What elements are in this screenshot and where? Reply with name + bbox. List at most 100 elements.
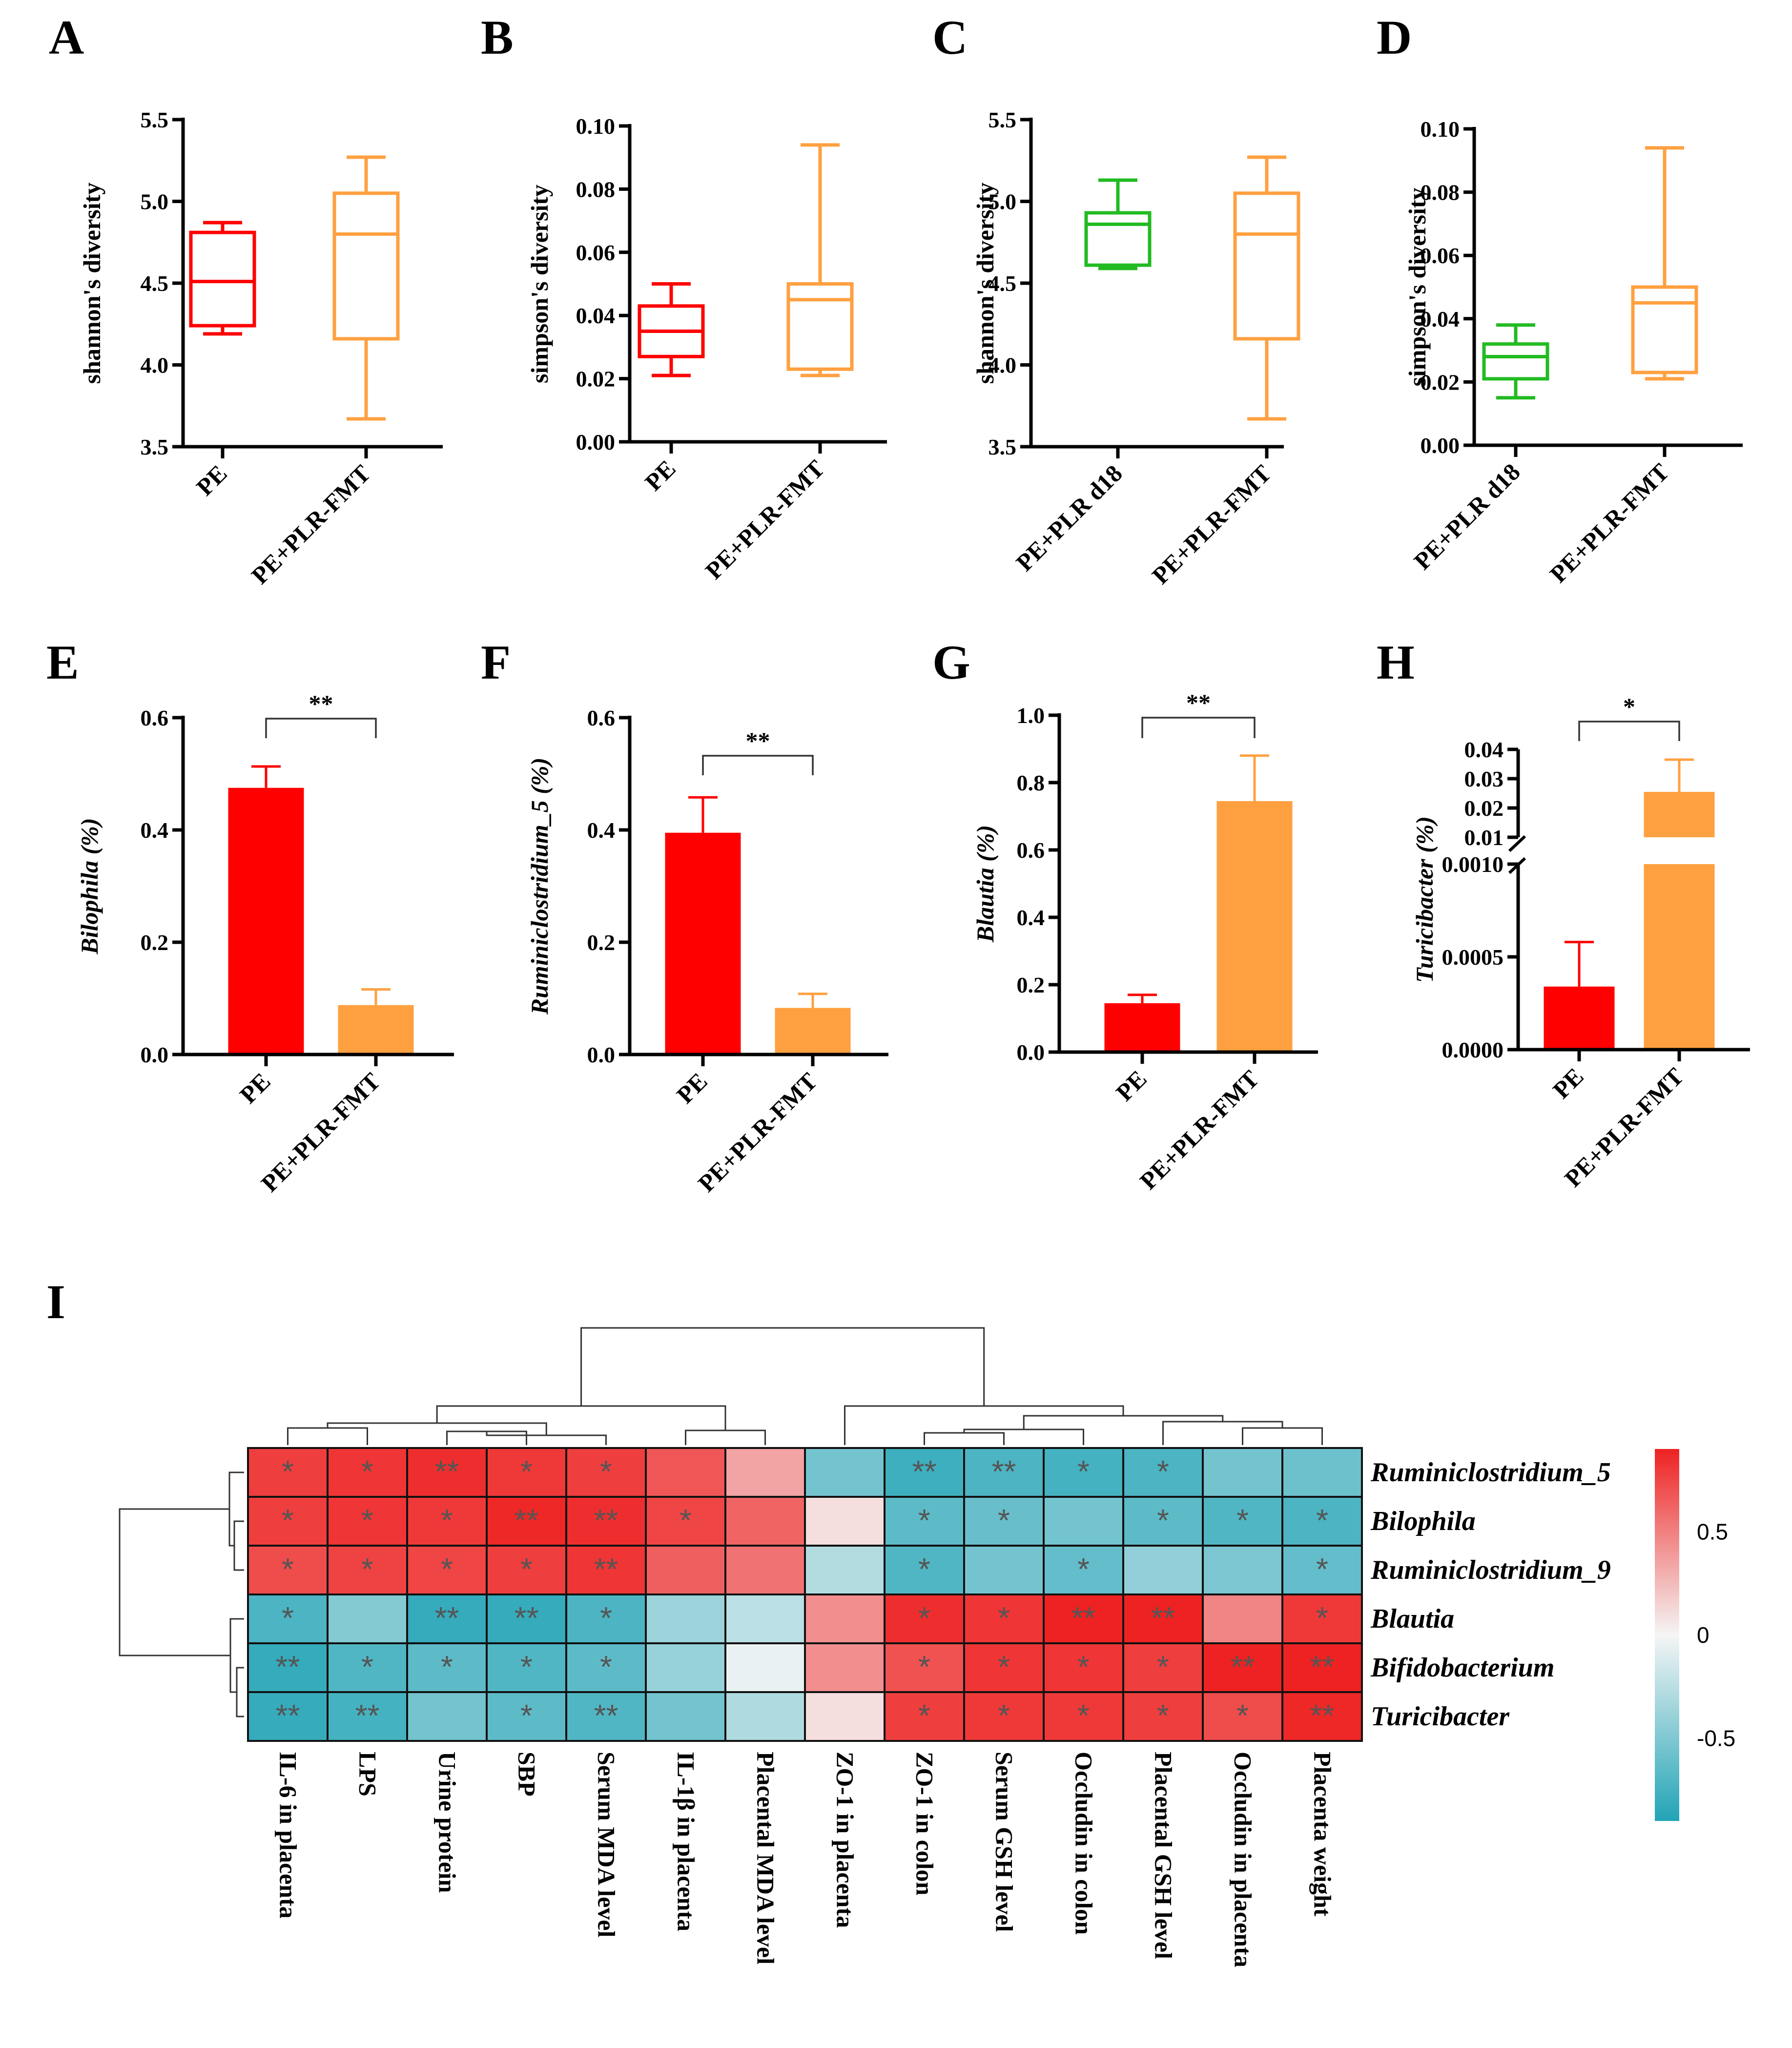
heatmap-cell-blautia-placental-mda-level bbox=[724, 1593, 806, 1644]
heatmap-cell-ruminiclostridium-9-zo-1-in-placenta bbox=[804, 1545, 886, 1595]
column-label-placental-mda-level: Placental MDA level bbox=[752, 1752, 780, 1965]
heatmap-cell-turicibacter-urine-protein bbox=[406, 1691, 488, 1742]
box-pe-plr-d18 bbox=[1084, 178, 1152, 270]
y-tick-label: 5.0 bbox=[141, 189, 169, 214]
panel-label-g: G bbox=[932, 635, 970, 689]
bar-pe-plr-fmt bbox=[775, 1008, 851, 1055]
bar-pe-plr-fmt bbox=[1216, 801, 1293, 1052]
heatmap-cell-ruminiclostridium-9-il-1-in-placenta bbox=[645, 1545, 726, 1595]
heatmap-cell-bifidobacterium-zo-1-in-colon bbox=[884, 1642, 965, 1693]
heatmap-cell-ruminiclostridium-5-placental-mda-level bbox=[724, 1447, 806, 1498]
box-iqr bbox=[1084, 211, 1152, 267]
heatmap-cell-ruminiclostridium-5-zo-1-in-placenta bbox=[804, 1447, 886, 1498]
significance-label: ** bbox=[746, 727, 770, 754]
row-label-bifidobacterium: Bifidobacterium bbox=[1370, 1653, 1554, 1683]
dendrogram-link bbox=[1023, 1415, 1224, 1429]
category-label-pe-plr-fmt: PE+PLR-FMT bbox=[1134, 1065, 1264, 1195]
heatmap-cell-bilophila-zo-1-in-colon bbox=[884, 1496, 965, 1547]
significance-star: * bbox=[1316, 1600, 1328, 1635]
y-tick-label: 0.8 bbox=[1017, 770, 1045, 795]
significance-star: * bbox=[918, 1552, 930, 1587]
y-tick-label: 0.03 bbox=[1464, 766, 1504, 791]
significance-star: * bbox=[441, 1552, 453, 1587]
row-label-turicibacter: Turicibacter bbox=[1371, 1701, 1510, 1732]
y-axis-title: Ruminiclostridium_5 (%) bbox=[526, 758, 553, 1015]
category-label-pe: PE bbox=[1111, 1065, 1152, 1106]
significance-star: * bbox=[441, 1503, 453, 1538]
significance-star: * bbox=[600, 1600, 612, 1635]
heatmap-cell-ruminiclostridium-5-placenta-weight bbox=[1281, 1447, 1363, 1498]
significance-star: * bbox=[520, 1454, 533, 1489]
panel-label-h: H bbox=[1377, 635, 1415, 689]
y-tick-label: 0.06 bbox=[1421, 243, 1460, 268]
heatmap-cell-bilophila-urine-protein bbox=[406, 1496, 488, 1547]
panel-label-a: A bbox=[49, 10, 84, 64]
significance-star: ** bbox=[594, 1503, 618, 1538]
y-axis-title: simpson's diversity bbox=[526, 185, 553, 383]
significance-star: * bbox=[600, 1454, 612, 1489]
y-tick-label: 0.0 bbox=[1017, 1040, 1045, 1065]
y-tick-label: 4.5 bbox=[989, 271, 1017, 296]
box-iqr bbox=[189, 230, 256, 328]
heatmap-cell-ruminiclostridium-9-occludin-in-placenta bbox=[1202, 1545, 1283, 1595]
significance-star: * bbox=[282, 1600, 294, 1635]
y-tick-label: 0.2 bbox=[141, 930, 169, 955]
significance-star: ** bbox=[594, 1698, 618, 1733]
significance-star: * bbox=[361, 1552, 373, 1587]
dendrogram-link bbox=[1162, 1421, 1283, 1445]
y-tick-label: 0.02 bbox=[576, 367, 616, 392]
category-label-pe-plr-fmt: PE+PLR-FMT bbox=[246, 459, 376, 589]
significance-star: * bbox=[282, 1552, 294, 1587]
heatmap-cell-turicibacter-serum-mda-level bbox=[565, 1691, 647, 1742]
y-tick-label: 0.6 bbox=[587, 705, 616, 730]
heatmap-cell-bilophila-sbp bbox=[486, 1496, 567, 1547]
heatmap-cell-ruminiclostridium-9-il-6-in-placenta bbox=[247, 1545, 329, 1595]
significance-star: * bbox=[600, 1649, 612, 1684]
y-tick-label: 0.4 bbox=[141, 818, 169, 843]
y-tick-label: 0.04 bbox=[576, 303, 616, 328]
heatmap-cell-ruminiclostridium-9-occludin-in-colon bbox=[1043, 1545, 1124, 1595]
y-tick-label: 0.2 bbox=[1017, 972, 1045, 997]
significance-star: ** bbox=[435, 1600, 459, 1635]
column-label-placenta-weight: Placenta weight bbox=[1309, 1752, 1337, 1917]
heatmap-cell-turicibacter-serum-gsh-level bbox=[963, 1691, 1045, 1742]
y-tick-label: 4.0 bbox=[141, 353, 169, 378]
y-tick-label: 0.4 bbox=[1017, 905, 1045, 930]
heatmap-cell-blautia-serum-gsh-level bbox=[963, 1593, 1045, 1644]
panel-label-f: F bbox=[481, 635, 511, 689]
y-tick-label: 0.08 bbox=[1421, 180, 1460, 205]
significance-star: * bbox=[1077, 1649, 1090, 1684]
heatmap-cell-blautia-zo-1-in-placenta bbox=[804, 1593, 886, 1644]
heatmap-cell-ruminiclostridium-5-urine-protein bbox=[406, 1447, 488, 1498]
panel-label-e: E bbox=[46, 635, 79, 689]
significance-star: ** bbox=[1310, 1698, 1335, 1733]
heatmap-cell-blautia-occludin-in-placenta bbox=[1202, 1593, 1283, 1644]
y-tick-label: 5.5 bbox=[141, 107, 169, 132]
y-tick-label: 0.4 bbox=[587, 818, 616, 843]
significance-star: ** bbox=[1071, 1600, 1096, 1635]
significance-star: * bbox=[361, 1649, 373, 1684]
y-axis-title: Bilophila (%) bbox=[76, 818, 103, 954]
legend-tick-label: -0.5 bbox=[1697, 1726, 1735, 1751]
y-tick-label: 0.0010 bbox=[1442, 852, 1504, 877]
box-iqr bbox=[1482, 342, 1549, 381]
y-tick-label: 1.0 bbox=[1017, 703, 1045, 728]
bar-pe-plr-fmt-lower bbox=[1644, 864, 1715, 1050]
heatmap-cell-bilophila-occludin-in-placenta bbox=[1202, 1496, 1283, 1547]
significance-star: * bbox=[1236, 1503, 1249, 1538]
box-pe-plr-d18 bbox=[1482, 323, 1549, 400]
y-tick-label: 0.0000 bbox=[1442, 1037, 1504, 1062]
significance-star: * bbox=[1316, 1552, 1328, 1587]
row-label-ruminiclostridium-5: Ruminiclostridium_5 bbox=[1370, 1457, 1611, 1488]
column-label-urine-protein: Urine protein bbox=[434, 1752, 461, 1893]
significance-star: ** bbox=[992, 1454, 1016, 1489]
y-tick-label: 5.0 bbox=[989, 189, 1017, 214]
bar-pe bbox=[1544, 986, 1615, 1050]
box-iqr bbox=[332, 191, 400, 341]
significance-star: * bbox=[1157, 1698, 1169, 1733]
